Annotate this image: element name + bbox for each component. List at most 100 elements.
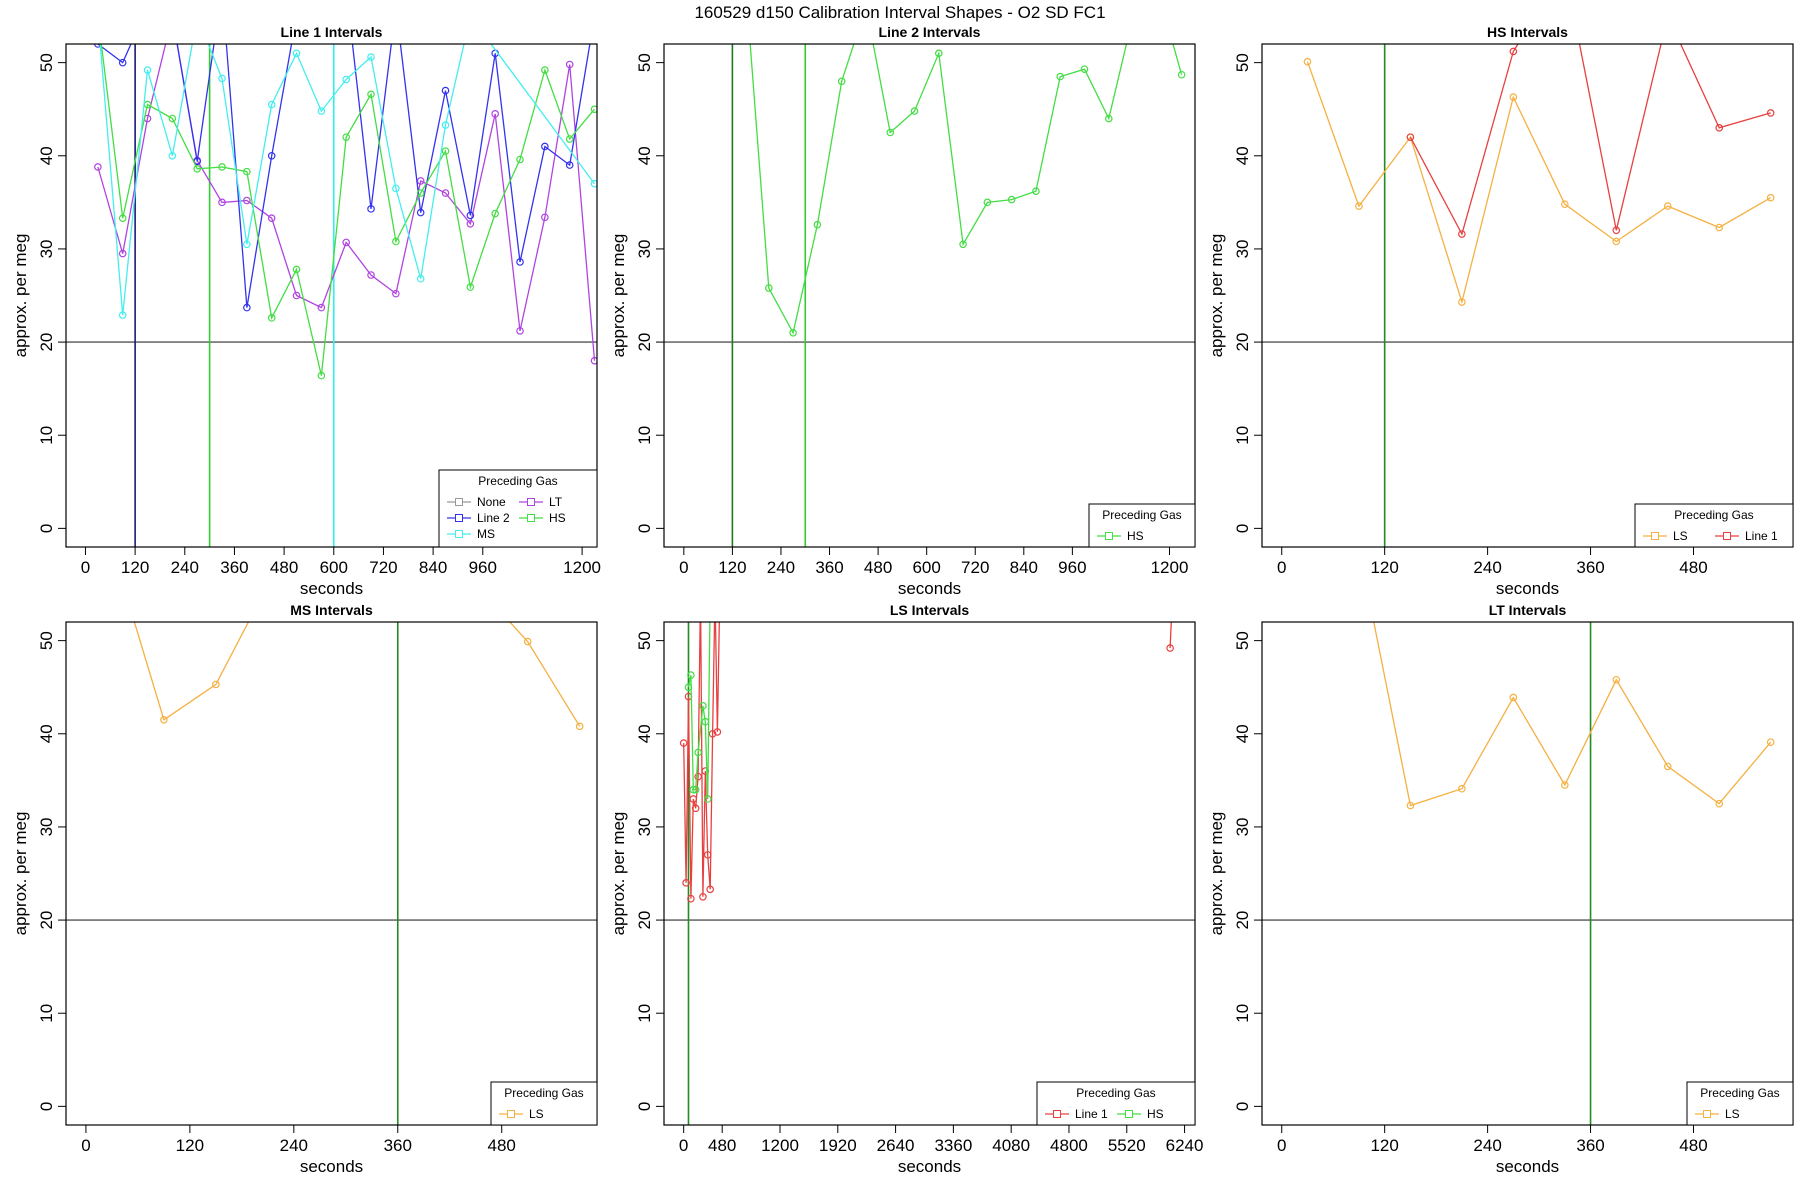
data-point xyxy=(1715,223,1724,232)
data-point xyxy=(292,49,301,58)
x-tick-label: 840 xyxy=(419,558,447,577)
x-tick-label: 1200 xyxy=(563,558,601,577)
y-tick-label: 50 xyxy=(1233,53,1252,72)
legend-label: None xyxy=(477,495,506,509)
data-point xyxy=(267,314,276,322)
y-tick-label: 40 xyxy=(1233,146,1252,165)
data-point xyxy=(441,147,450,155)
data-point xyxy=(441,189,450,197)
legend-title: Preceding Gas xyxy=(478,474,557,488)
data-point xyxy=(193,165,201,173)
y-tick-label: 0 xyxy=(635,1102,654,1111)
data-point xyxy=(342,238,350,247)
data-point xyxy=(983,198,992,207)
x-tick-label: 480 xyxy=(270,558,298,577)
x-tick-label: 0 xyxy=(679,1136,688,1155)
data-point xyxy=(516,327,524,335)
data-point xyxy=(1458,298,1466,306)
y-tick-label: 30 xyxy=(635,239,654,258)
x-tick-label: 120 xyxy=(1370,1136,1398,1155)
data-point xyxy=(1130,13,1136,19)
data-point xyxy=(342,133,350,141)
x-tick-label: 4800 xyxy=(1050,1136,1088,1155)
data-point xyxy=(1509,693,1518,702)
data-point xyxy=(1303,57,1312,66)
series-line xyxy=(687,622,711,800)
plot-frame xyxy=(65,621,598,1126)
legend: Preceding Gas Line 1 HS xyxy=(1036,1081,1196,1126)
data-point xyxy=(392,237,400,246)
x-tick-label: 720 xyxy=(369,558,397,577)
legend-label: Line 1 xyxy=(1745,529,1778,543)
y-tick-label: 20 xyxy=(635,333,654,352)
data-point xyxy=(218,163,226,171)
data-point xyxy=(317,371,326,380)
x-tick-label: 6240 xyxy=(1166,1136,1204,1155)
y-tick-label: 0 xyxy=(1233,524,1252,533)
data-point xyxy=(516,155,524,164)
y-axis-label: approx. per meg xyxy=(609,812,628,936)
x-tick-label: 480 xyxy=(708,1136,736,1155)
legend-title: Preceding Gas xyxy=(504,1086,583,1100)
data-point xyxy=(682,879,690,887)
panel-title: HS Intervals xyxy=(1487,24,1568,40)
plot-area xyxy=(66,13,597,547)
panel: Line 1 Intervals 0 10 20 30 40 50 0 120 240 360 480… xyxy=(11,13,601,598)
x-tick-label: 240 xyxy=(1473,1136,1501,1155)
x-tick-label: 960 xyxy=(469,558,497,577)
y-tick-label: 20 xyxy=(37,333,56,352)
data-point xyxy=(1056,72,1065,81)
y-axis-label: approx. per meg xyxy=(11,812,30,936)
data-point xyxy=(1406,801,1415,810)
data-point xyxy=(591,13,597,19)
data-point xyxy=(212,680,220,689)
y-tick-label: 30 xyxy=(1233,817,1252,836)
legend-symbol xyxy=(455,514,463,522)
data-point xyxy=(706,885,714,894)
data-point xyxy=(541,66,549,74)
panel-title: Line 2 Intervals xyxy=(879,24,981,40)
y-tick-label: 40 xyxy=(635,724,654,743)
y-tick-label: 40 xyxy=(1233,724,1252,743)
x-axis-label: seconds xyxy=(898,1157,961,1176)
x-tick-label: 360 xyxy=(1576,1136,1604,1155)
data-point xyxy=(694,748,702,757)
plot-frame xyxy=(663,43,1196,548)
panel-title: Line 1 Intervals xyxy=(281,24,383,40)
data-point xyxy=(717,591,723,597)
y-tick-label: 40 xyxy=(635,146,654,165)
legend-label: MS xyxy=(477,527,495,541)
legend-label: HS xyxy=(549,511,566,525)
data-point xyxy=(243,303,251,312)
legend-symbol xyxy=(527,498,535,506)
x-tick-label: 120 xyxy=(176,1136,204,1155)
data-point xyxy=(1509,47,1518,56)
data-point xyxy=(687,894,695,903)
data-point xyxy=(1766,109,1775,117)
y-tick-label: 10 xyxy=(37,426,56,445)
data-point xyxy=(293,13,299,19)
x-tick-label: 120 xyxy=(718,558,746,577)
y-tick-label: 20 xyxy=(37,911,56,930)
legend: Preceding Gas LS xyxy=(1686,1081,1794,1126)
data-point xyxy=(466,211,475,220)
data-point xyxy=(243,196,251,205)
data-point xyxy=(541,142,549,151)
data-point xyxy=(292,265,301,274)
y-tick-label: 50 xyxy=(37,631,56,650)
legend-symbol xyxy=(527,514,535,522)
legend-label: HS xyxy=(1147,1107,1164,1121)
y-axis-label: approx. per meg xyxy=(1207,812,1226,936)
data-point xyxy=(694,772,702,781)
data-point xyxy=(194,13,200,19)
series-line xyxy=(133,622,581,727)
x-tick-label: 1200 xyxy=(1151,558,1189,577)
data-point xyxy=(1080,65,1089,73)
y-tick-label: 50 xyxy=(37,53,56,72)
data-point xyxy=(1169,591,1175,597)
data-point xyxy=(691,785,700,794)
panel-title: MS Intervals xyxy=(290,602,373,618)
data-point xyxy=(1665,13,1671,19)
series-line xyxy=(97,44,591,308)
y-tick-label: 0 xyxy=(37,1102,56,1111)
